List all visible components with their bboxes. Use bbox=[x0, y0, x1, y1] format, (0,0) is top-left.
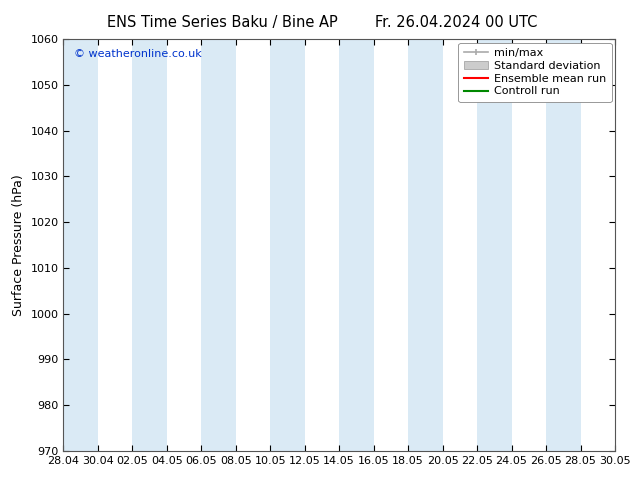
Text: Fr. 26.04.2024 00 UTC: Fr. 26.04.2024 00 UTC bbox=[375, 15, 538, 30]
Bar bbox=[133, 39, 167, 451]
Text: ENS Time Series Baku / Bine AP: ENS Time Series Baku / Bine AP bbox=[107, 15, 337, 30]
Bar bbox=[63, 39, 98, 451]
Legend: min/max, Standard deviation, Ensemble mean run, Controll run: min/max, Standard deviation, Ensemble me… bbox=[458, 43, 612, 102]
Bar bbox=[477, 39, 512, 451]
Bar bbox=[339, 39, 373, 451]
Bar bbox=[270, 39, 305, 451]
Bar bbox=[202, 39, 236, 451]
Bar bbox=[546, 39, 581, 451]
Bar bbox=[408, 39, 443, 451]
Text: © weatheronline.co.uk: © weatheronline.co.uk bbox=[74, 49, 202, 59]
Y-axis label: Surface Pressure (hPa): Surface Pressure (hPa) bbox=[12, 174, 25, 316]
